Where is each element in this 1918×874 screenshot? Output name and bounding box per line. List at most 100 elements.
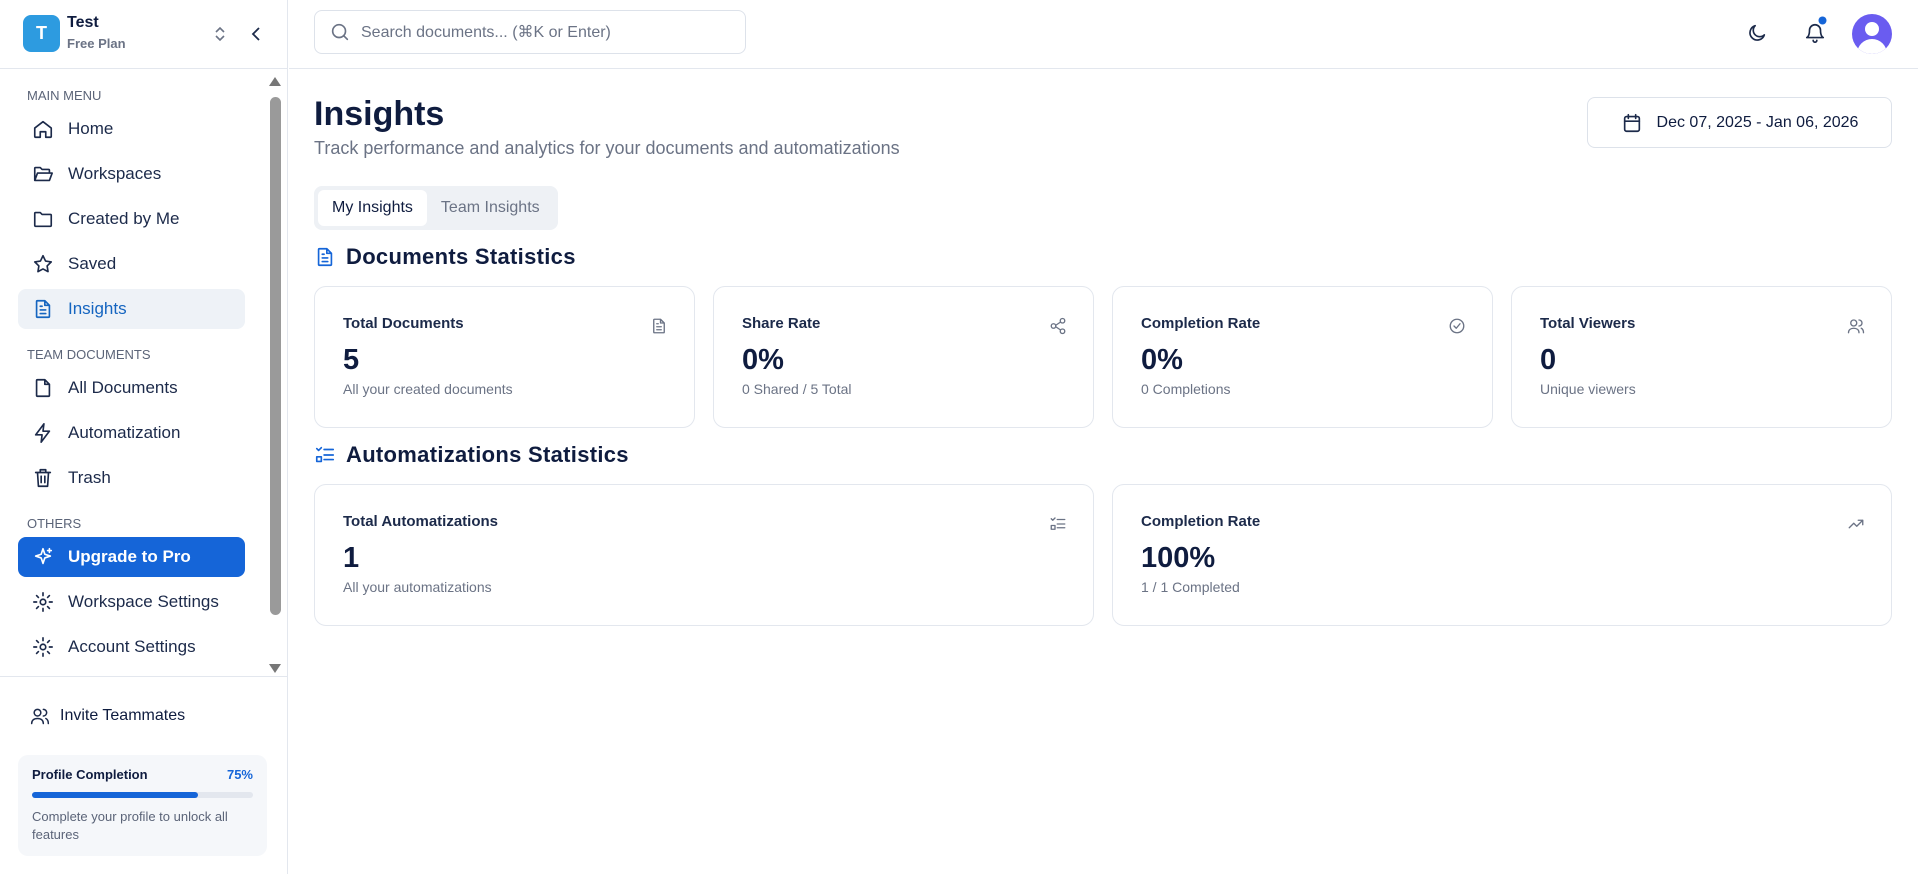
icon (32, 253, 68, 275)
invite-teammates[interactable]: Invite Teammates (30, 706, 185, 726)
stat-card: Total Automatizations 1 All your automatiz… (314, 484, 1094, 626)
nav-label: Saved (68, 254, 117, 273)
search-input[interactable]: Search documents... (⌘K or Enter) (314, 10, 746, 54)
card-note: All your automatizations (343, 579, 492, 595)
card-note: All your created documents (343, 381, 513, 397)
icon (1621, 112, 1657, 134)
notifications[interactable] (1804, 16, 1827, 44)
page-title: Insights (314, 95, 445, 133)
nav-label: Trash (68, 468, 111, 487)
icon (32, 163, 68, 185)
nav-item[interactable]: Workspaces (18, 154, 245, 194)
icon (314, 246, 346, 268)
stat-card: Share Rate 0% 0 Shared / 5 Total (713, 286, 1094, 428)
scroll-down[interactable] (268, 663, 282, 675)
icon (32, 377, 68, 399)
stat-card: Total Documents 5 All your created documen… (314, 286, 695, 428)
nav-label: Created by Me (68, 209, 180, 228)
icon (32, 118, 68, 140)
nav-section-title: MAIN MENU (27, 88, 102, 103)
section-title: Automatizations Statistics (346, 442, 629, 467)
invite-label: Invite Teammates (60, 707, 186, 724)
card-note: Unique viewers (1540, 381, 1636, 397)
profile-completion: Profile Completion 75% Complete your prof… (18, 755, 267, 856)
icon (32, 636, 68, 658)
tab[interactable]: My Insights (318, 190, 427, 226)
card-note: 1 / 1 Completed (1141, 579, 1240, 595)
tab[interactable]: Team Insights (440, 199, 540, 216)
nav-item[interactable]: Insights (18, 289, 245, 329)
progress-fill (32, 792, 198, 798)
card-value: 5 (343, 344, 360, 376)
notification-dot (1818, 16, 1827, 25)
nav-item[interactable]: Home (18, 109, 245, 149)
nav: MAIN MENU Home Workspaces Created by Me Save… (0, 70, 287, 677)
tabs: My Insights Team Insights (314, 186, 558, 230)
card-value: 1 (343, 542, 360, 574)
nav-item[interactable]: Created by Me (18, 199, 245, 239)
nav-item[interactable]: Automatization (18, 413, 245, 453)
card-value: 0 (1540, 344, 1557, 376)
nav-item[interactable]: Trash (18, 458, 245, 498)
stat-card: Completion Rate 0% 0 Completions (1112, 286, 1493, 428)
nav-label: Workspace Settings (68, 592, 219, 611)
profile-title: Profile Completion (32, 767, 148, 782)
date-label: Dec 07, 2025 - Jan 06, 2026 (1656, 113, 1859, 131)
card-title: Completion Rate (1141, 513, 1261, 530)
nav-item[interactable]: Account Settings (18, 627, 245, 667)
nav-label: Insights (68, 299, 127, 318)
card-grid: Total Automatizations 1 All your automatiz… (314, 484, 1892, 626)
scrollbar[interactable] (268, 75, 282, 675)
nav-label: Workspaces (68, 164, 162, 183)
card-title: Total Documents (343, 315, 464, 332)
section-heading: Documents Statistics (314, 244, 1892, 270)
icon (329, 21, 361, 43)
nav-section-title: TEAM DOCUMENTS (27, 347, 151, 362)
top-bar: Search documents... (⌘K or Enter) (289, 0, 1918, 69)
nav-item[interactable]: All Documents (18, 368, 245, 408)
card-title: Total Viewers (1540, 315, 1636, 332)
scroll-up[interactable] (268, 75, 282, 87)
icon (32, 208, 68, 230)
profile-percent: 75% (226, 767, 253, 782)
avatar[interactable] (1852, 14, 1892, 54)
section-heading: Automatizations Statistics (314, 442, 1892, 468)
nav-label: All Documents (68, 378, 178, 397)
icon (314, 444, 346, 466)
collapse[interactable] (248, 25, 264, 43)
nav-item[interactable]: Saved (18, 244, 245, 284)
avatar-figure (1857, 22, 1887, 54)
workspace-logo: T (23, 15, 60, 52)
sections: Documents Statistics Total Documents 5 All … (314, 244, 1892, 626)
icon (32, 546, 68, 568)
nav-item[interactable]: Workspace Settings (18, 582, 245, 622)
nav-label: Upgrade to Pro (68, 547, 191, 566)
theme-toggle[interactable] (1746, 22, 1768, 44)
workspace-plan: Free Plan (67, 36, 126, 51)
scroll-thumb[interactable] (270, 97, 281, 615)
icon (32, 298, 68, 320)
chevrons (215, 26, 225, 42)
card-note: 0 Completions (1141, 381, 1231, 397)
sidebar: T Test Free Plan MAIN MENU Home Workspaces… (0, 0, 288, 874)
nav-section-title: OTHERS (27, 516, 82, 531)
workspace-name: Test (67, 14, 99, 31)
nav-item[interactable]: Upgrade to Pro (18, 537, 245, 577)
icon (32, 591, 68, 613)
content: Insights Track performance and analytics… (314, 69, 1892, 626)
search-placeholder: Search documents... (⌘K or Enter) (361, 24, 611, 41)
stat-card: Total Viewers 0 Unique viewers (1511, 286, 1892, 428)
card-value: 0% (742, 344, 784, 376)
nav-label: Automatization (68, 423, 181, 442)
profile-note: Complete your profile to unlock all feat… (32, 809, 228, 842)
nav-label: Account Settings (68, 637, 196, 656)
card-value: 100% (1141, 542, 1216, 574)
date-range[interactable]: Dec 07, 2025 - Jan 06, 2026 (1587, 97, 1892, 148)
stat-card: Completion Rate 100% 1 / 1 Completed (1112, 484, 1892, 626)
card-note: 0 Shared / 5 Total (742, 381, 852, 397)
page-subtitle: Track performance and analytics for your… (314, 138, 900, 158)
card-value: 0% (1141, 344, 1183, 376)
icon (32, 422, 68, 444)
workspace-switcher[interactable]: T Test Free Plan (0, 0, 287, 69)
